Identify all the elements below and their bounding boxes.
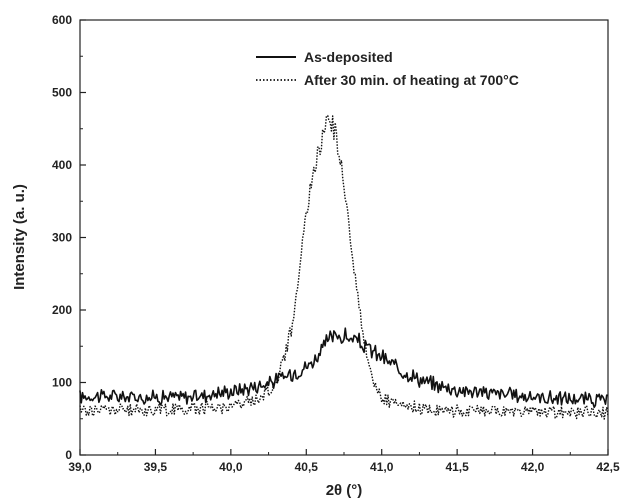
x-axis-ticks: 39,0 39,5 40,0 40,5 41,0 41,5 42,0 42,5 <box>68 449 620 474</box>
y-tick-label: 200 <box>52 303 72 317</box>
x-tick-label: 40,0 <box>219 460 243 474</box>
legend-label-as-deposited: As-deposited <box>304 49 393 65</box>
x-tick-label: 40,5 <box>295 460 319 474</box>
x-tick-label: 39,0 <box>68 460 92 474</box>
y-axis-title: Intensity (a. u.) <box>11 184 28 290</box>
y-tick-label: 500 <box>52 86 72 100</box>
x-tick-label: 42,5 <box>596 460 620 474</box>
y-tick-label: 100 <box>52 376 72 390</box>
legend-label-after-heating: After 30 min. of heating at 700°C <box>304 72 519 88</box>
y-tick-label: 300 <box>52 231 72 245</box>
y-axis-ticks: 0 100 200 300 400 500 600 <box>52 13 86 462</box>
x-tick-label: 42,0 <box>521 460 545 474</box>
y-tick-label: 0 <box>65 448 72 462</box>
x-axis-title: 2θ (°) <box>326 482 363 499</box>
series-line-as-deposited <box>79 327 609 409</box>
plot-area <box>79 19 609 456</box>
x-tick-label: 39,5 <box>144 460 168 474</box>
x-tick-label: 41,5 <box>445 460 469 474</box>
x-tick-label: 41,0 <box>370 460 394 474</box>
y-tick-label: 600 <box>52 13 72 27</box>
series-layer <box>79 114 609 420</box>
legend: As-deposited After 30 min. of heating at… <box>256 49 519 88</box>
series-line-after-heating <box>79 114 609 420</box>
y-tick-label: 400 <box>52 158 72 172</box>
